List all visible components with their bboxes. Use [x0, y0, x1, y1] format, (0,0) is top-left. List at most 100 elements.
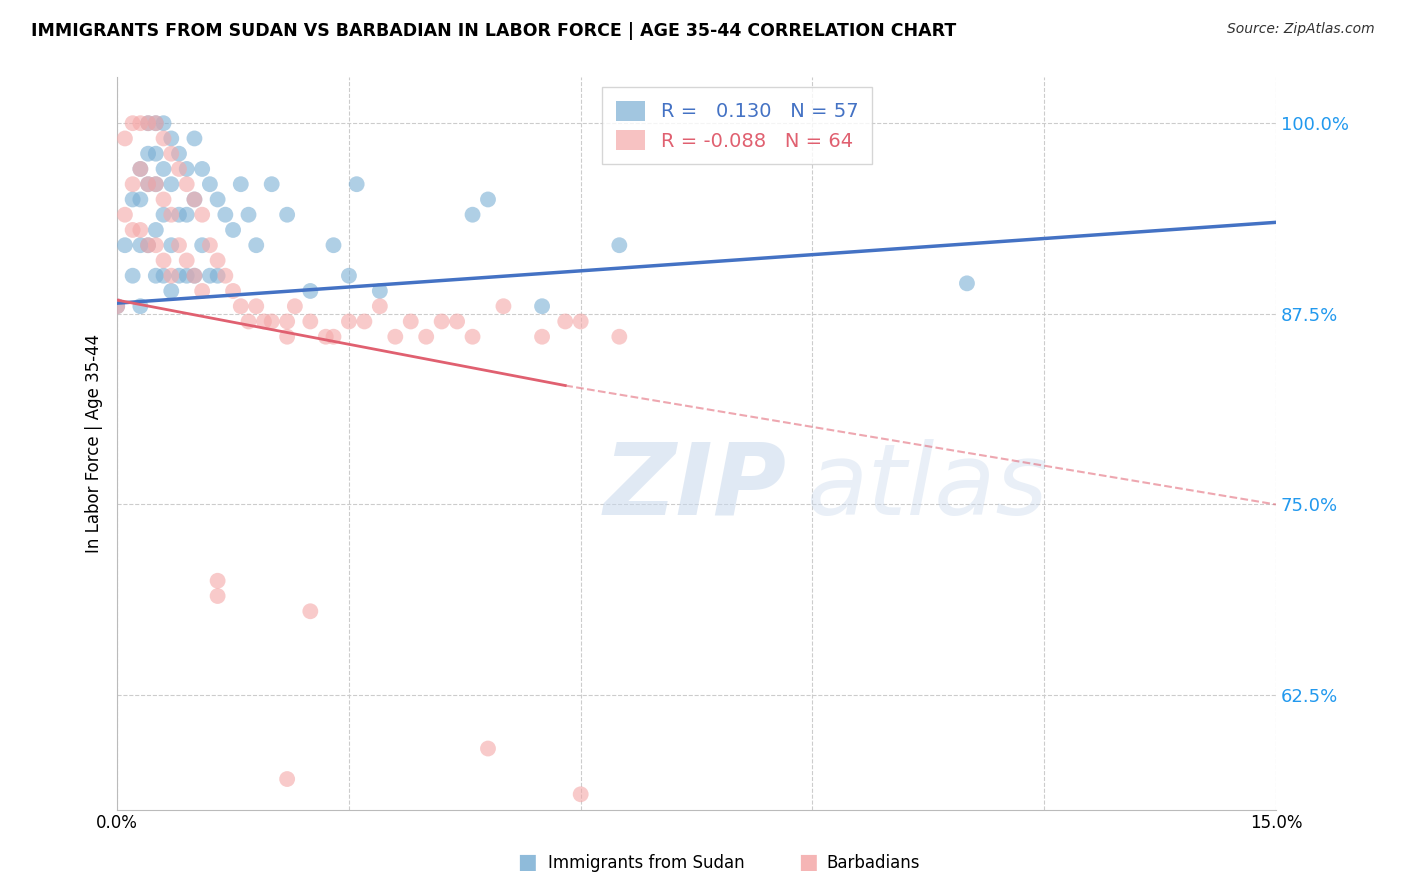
Point — [129, 161, 152, 176]
Point — [477, 193, 499, 207]
Point — [569, 787, 592, 801]
Point — [160, 284, 183, 298]
Point — [245, 238, 267, 252]
Text: Source: ZipAtlas.com: Source: ZipAtlas.com — [1227, 22, 1375, 37]
Point — [531, 299, 554, 313]
Point — [238, 208, 260, 222]
Point — [114, 208, 136, 222]
Point — [299, 604, 322, 618]
Point — [238, 314, 260, 328]
Point — [607, 329, 630, 343]
Point — [145, 178, 167, 192]
Point — [129, 223, 152, 237]
Point — [207, 193, 229, 207]
Point — [368, 299, 391, 313]
Point — [136, 178, 159, 192]
Point — [145, 268, 167, 283]
Point — [114, 238, 136, 252]
Point — [129, 299, 152, 313]
Text: ■: ■ — [517, 853, 537, 872]
Point — [167, 161, 190, 176]
Legend: R =   0.130   N = 57, R = -0.088   N = 64: R = 0.130 N = 57, R = -0.088 N = 64 — [602, 87, 872, 164]
Point — [337, 268, 360, 283]
Point — [260, 178, 283, 192]
Point — [176, 208, 198, 222]
Point — [214, 268, 236, 283]
Point — [461, 329, 484, 343]
Point — [284, 299, 307, 313]
Point — [245, 299, 267, 313]
Point — [176, 161, 198, 176]
Point — [222, 284, 245, 298]
Point — [191, 161, 214, 176]
Point — [129, 116, 152, 130]
Point — [136, 178, 159, 192]
Text: IMMIGRANTS FROM SUDAN VS BARBADIAN IN LABOR FORCE | AGE 35-44 CORRELATION CHART: IMMIGRANTS FROM SUDAN VS BARBADIAN IN LA… — [31, 22, 956, 40]
Point — [253, 314, 276, 328]
Point — [337, 314, 360, 328]
Point — [222, 223, 245, 237]
Point — [415, 329, 437, 343]
Point — [152, 161, 174, 176]
Point — [191, 238, 214, 252]
Point — [105, 299, 128, 313]
Point — [145, 223, 167, 237]
Point — [145, 178, 167, 192]
Point — [145, 116, 167, 130]
Point — [461, 208, 484, 222]
Point — [121, 223, 143, 237]
Point — [121, 268, 143, 283]
Point — [607, 238, 630, 252]
Y-axis label: In Labor Force | Age 35-44: In Labor Force | Age 35-44 — [86, 334, 103, 553]
Point — [167, 146, 190, 161]
Point — [160, 238, 183, 252]
Point — [430, 314, 453, 328]
Point — [477, 741, 499, 756]
Point — [191, 208, 214, 222]
Point — [136, 238, 159, 252]
Point — [207, 574, 229, 588]
Point — [207, 589, 229, 603]
Point — [136, 238, 159, 252]
Point — [399, 314, 422, 328]
Point — [145, 146, 167, 161]
Point — [152, 193, 174, 207]
Point — [160, 146, 183, 161]
Point — [276, 314, 298, 328]
Point — [160, 268, 183, 283]
Point — [207, 268, 229, 283]
Point — [136, 116, 159, 130]
Point — [214, 208, 236, 222]
Point — [322, 238, 344, 252]
Point — [368, 284, 391, 298]
Point — [384, 329, 406, 343]
Point — [183, 193, 205, 207]
Point — [145, 116, 167, 130]
Point — [183, 268, 205, 283]
Point — [315, 329, 337, 343]
Point — [121, 116, 143, 130]
Point — [198, 238, 221, 252]
Point — [554, 314, 576, 328]
Point — [129, 161, 152, 176]
Point — [121, 193, 143, 207]
Point — [198, 268, 221, 283]
Point — [160, 178, 183, 192]
Point — [346, 178, 368, 192]
Point — [229, 178, 252, 192]
Point — [114, 131, 136, 145]
Point — [183, 268, 205, 283]
Text: ZIP: ZIP — [603, 439, 787, 536]
Point — [198, 178, 221, 192]
Point — [105, 299, 128, 313]
Point — [136, 116, 159, 130]
Text: Immigrants from Sudan: Immigrants from Sudan — [548, 855, 745, 872]
Point — [299, 314, 322, 328]
Point — [129, 238, 152, 252]
Point — [121, 178, 143, 192]
Point — [152, 268, 174, 283]
Text: ■: ■ — [799, 853, 818, 872]
Point — [569, 314, 592, 328]
Point — [353, 314, 375, 328]
Point — [176, 178, 198, 192]
